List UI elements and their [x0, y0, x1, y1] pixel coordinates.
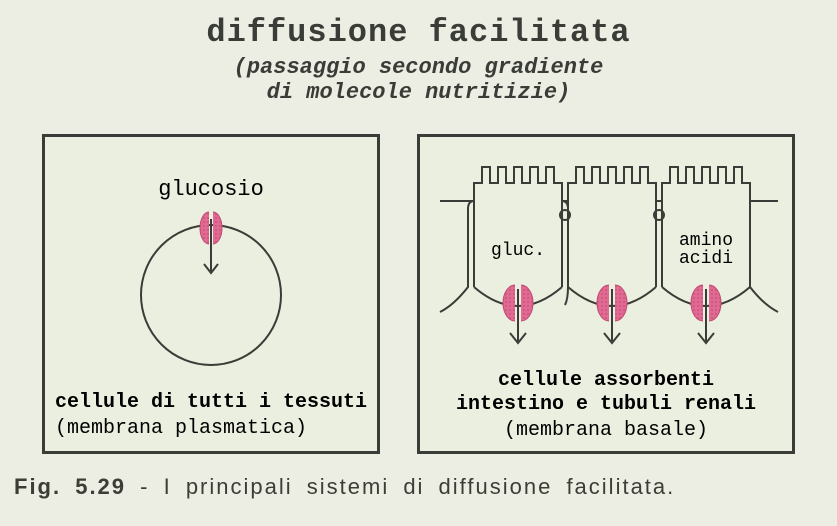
- left-diagram: glucosio cellule di tutti i tessuti (mem…: [45, 137, 377, 451]
- subtitle-line1: (passaggio secondo gradiente: [234, 55, 604, 80]
- right-bottom-paren: (membrana basale): [504, 419, 708, 442]
- figure-number: Fig. 5.29: [14, 474, 126, 499]
- subtitle-line2: di molecole nutritizie): [267, 80, 571, 105]
- gluc-label: gluc.: [491, 241, 545, 261]
- glucosio-label: glucosio: [158, 177, 264, 202]
- title-block: diffusione facilitata (passaggio secondo…: [0, 0, 837, 106]
- left-bottom-paren: (membrana plasmatica): [55, 417, 307, 440]
- right-panel: gluc. amino acidi: [417, 134, 795, 454]
- amino-label-1: amino: [679, 231, 733, 251]
- page-subtitle: (passaggio secondo gradiente di molecole…: [0, 55, 837, 106]
- panels-row: glucosio cellule di tutti i tessuti (mem…: [0, 106, 837, 454]
- left-bottom-bold: cellule di tutti i tessuti: [55, 391, 367, 414]
- right-bottom-bold-1: cellule assorbenti: [498, 369, 714, 392]
- figure-caption: Fig. 5.29 - I principali sistemi di diff…: [0, 454, 837, 500]
- microvilli-icon: [440, 167, 778, 201]
- right-bottom-bold-2: intestino e tubuli renali: [456, 393, 756, 416]
- left-panel: glucosio cellule di tutti i tessuti (mem…: [42, 134, 380, 454]
- amino-label-2: acidi: [679, 249, 733, 269]
- page-title: diffusione facilitata: [0, 14, 837, 51]
- page: diffusione facilitata (passaggio secondo…: [0, 0, 837, 526]
- figure-caption-text: - I principali sistemi di diffusione fac…: [126, 474, 675, 499]
- right-diagram: gluc. amino acidi: [420, 137, 792, 451]
